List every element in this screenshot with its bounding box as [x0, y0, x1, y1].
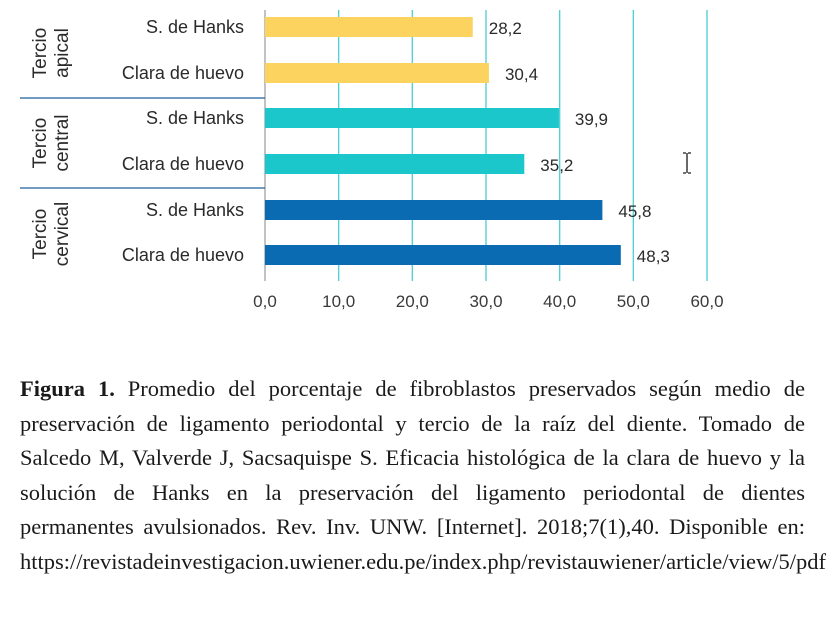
- x-tick-label: 40,0: [543, 292, 576, 311]
- bar: [265, 108, 559, 128]
- data-label: 28,2: [489, 19, 522, 38]
- caption-label: Figura 1.: [20, 376, 115, 401]
- caption-text: Promedio del porcentaje de fibroblastos …: [20, 376, 827, 574]
- data-label: 48,3: [637, 247, 670, 266]
- bar: [265, 200, 603, 220]
- bar: [265, 63, 489, 83]
- x-tick-label: 30,0: [469, 292, 502, 311]
- category-label: Clara de huevo: [122, 245, 244, 265]
- bar: [265, 17, 473, 37]
- bar: [265, 154, 525, 174]
- data-label: 45,8: [618, 202, 651, 221]
- group-label: Terciocentral: [30, 114, 73, 171]
- category-label: S. de Hanks: [146, 108, 244, 128]
- category-label: S. de Hanks: [146, 200, 244, 220]
- x-tick-label: 60,0: [690, 292, 723, 311]
- x-tick-label: 20,0: [396, 292, 429, 311]
- x-tick-label: 0,0: [253, 292, 277, 311]
- data-label: 30,4: [505, 65, 538, 84]
- category-label: Clara de huevo: [122, 154, 244, 174]
- text-cursor-icon: [683, 152, 691, 174]
- category-label: Clara de huevo: [122, 63, 244, 83]
- bar: [265, 245, 621, 265]
- figure-caption: Figura 1. Promedio del porcentaje de fib…: [20, 372, 826, 579]
- category-label: S. de Hanks: [146, 17, 244, 37]
- x-tick-label: 50,0: [617, 292, 650, 311]
- bar-chart: 0,0 10,0 20,0 30,0 40,0 50,0 60,0 Tercioapical S…: [20, 10, 724, 311]
- group-label: Tercioapical: [30, 28, 73, 79]
- group-label: Terciocervical: [30, 202, 73, 266]
- data-label: 35,2: [540, 156, 573, 175]
- x-tick-label: 10,0: [322, 292, 355, 311]
- data-label: 39,9: [575, 110, 608, 129]
